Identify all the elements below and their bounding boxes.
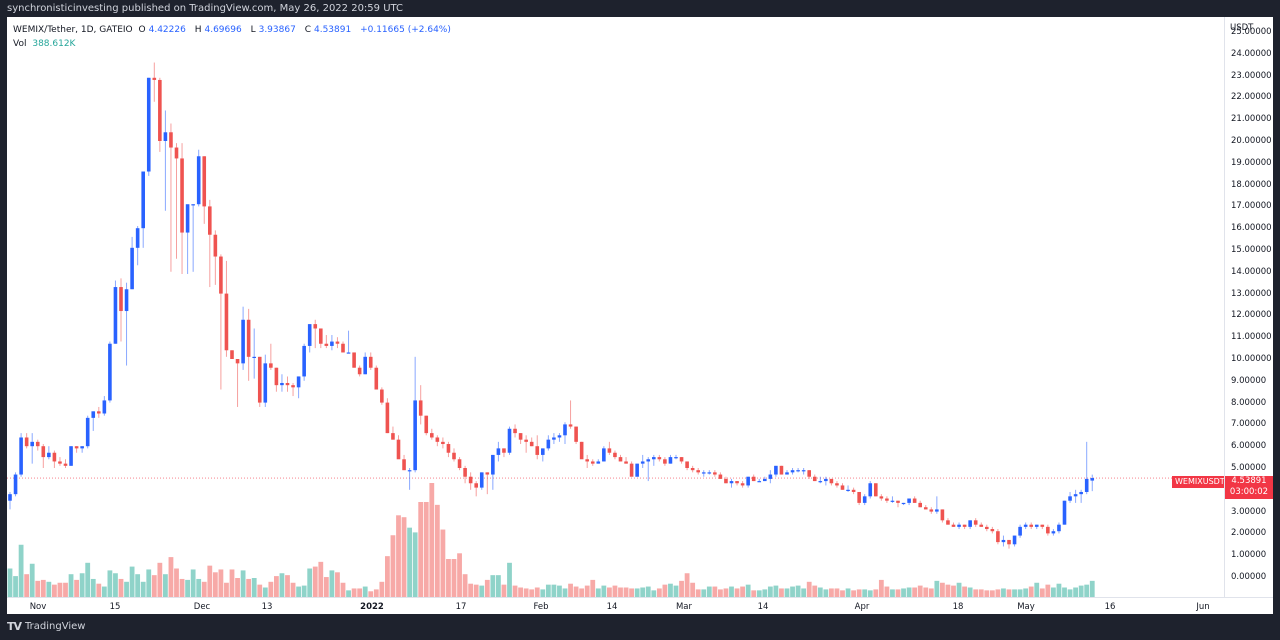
tradingview-logo-icon: TV (7, 620, 22, 633)
time-tick: Nov (29, 602, 47, 612)
change-value: +0.11665 (+2.64%) (360, 25, 451, 35)
candlestick-plot[interactable] (7, 17, 1224, 597)
price-tick: 0.00000 (1231, 572, 1267, 582)
price-tick: 15.00000 (1231, 245, 1272, 255)
time-tick: Mar (675, 602, 693, 612)
symbol-price-tag: WEMIXUSDT (1172, 476, 1228, 488)
price-tick: 2.00000 (1231, 528, 1267, 539)
price-tick: 24.00000 (1231, 48, 1272, 59)
price-tick: 6.00000 (1231, 441, 1267, 452)
time-tick: 2022 (360, 602, 384, 612)
high-value: H 4.69696 (194, 25, 242, 35)
time-tick: 14 (757, 602, 769, 612)
close-value: C 4.53891 (304, 25, 352, 35)
price-tick: 11.00000 (1231, 332, 1272, 343)
price-tick: 13.00000 (1231, 288, 1272, 299)
publisher-caption: synchronisticinvesting published on Trad… (7, 3, 404, 14)
bar-countdown: 03:00:02 (1229, 487, 1269, 497)
price-tick: 23.00000 (1231, 70, 1272, 81)
chart-legend: WEMIX/Tether, 1D, GATEIO O 4.42226 H 4.696… (13, 23, 454, 51)
time-tick: 15 (109, 602, 121, 612)
price-tick: 17.00000 (1231, 201, 1272, 212)
time-tick: Dec (193, 602, 211, 612)
time-tick: 14 (606, 602, 618, 612)
brand-name: TradingView (25, 621, 86, 632)
price-axis[interactable]: USDT 25.00000 24.00000 23.00000 22.00000 21.… (1224, 17, 1273, 597)
price-tick: 18.00000 (1231, 179, 1272, 190)
price-tick: 20.00000 (1231, 136, 1272, 146)
price-tick: 8.00000 (1231, 397, 1267, 408)
footer-brand: TV TradingView (7, 620, 85, 633)
time-tick: May (1017, 602, 1035, 612)
time-tick: 18 (952, 602, 964, 612)
chart-panel[interactable]: WEMIX/Tether, 1D, GATEIO O 4.42226 H 4.696… (7, 17, 1273, 614)
ohlc-row: WEMIX/Tether, 1D, GATEIO O 4.42226 H 4.696… (13, 23, 454, 37)
price-tick: 19.00000 (1231, 157, 1272, 168)
price-tick: 12.00000 (1231, 310, 1272, 321)
time-tick: Feb (533, 602, 549, 612)
volume-value: 388.612K (32, 39, 76, 49)
time-tick: Jun (1196, 602, 1210, 612)
volume-row: Vol 388.612K (13, 37, 454, 51)
open-value: O 4.42226 (138, 25, 186, 35)
price-tick: 3.00000 (1231, 506, 1267, 517)
price-tick: 14.00000 (1231, 266, 1272, 277)
price-tick: 9.00000 (1231, 375, 1267, 386)
price-tick: 7.00000 (1231, 419, 1267, 430)
time-tick: 13 (261, 602, 273, 612)
time-tick: 17 (455, 602, 467, 612)
volume-label: Vol (13, 39, 27, 49)
price-tick: 5.00000 (1231, 463, 1267, 473)
price-tick: 10.00000 (1231, 354, 1272, 364)
price-axis-unit: USDT (1230, 23, 1254, 33)
price-tick: 1.00000 (1231, 550, 1267, 561)
price-tick: 25.00000 (1231, 27, 1272, 37)
time-tick: Apr (854, 602, 870, 612)
last-price-value: 4.53891 (1231, 476, 1267, 486)
symbol-title: WEMIX/Tether, 1D, GATEIO (13, 25, 133, 35)
low-value: L 3.93867 (250, 25, 296, 35)
time-axis[interactable]: Nov 15 Dec 13 2022 17 Feb 14 Mar 14 Apr 18 May 16 Jun (7, 597, 1273, 614)
time-tick: 16 (1104, 602, 1116, 612)
price-tick: 22.00000 (1231, 92, 1272, 103)
price-tick: 16.00000 (1231, 223, 1272, 234)
last-price-label: 4.53891 03:00:02 (1225, 476, 1273, 499)
price-tick: 21.00000 (1231, 114, 1272, 125)
